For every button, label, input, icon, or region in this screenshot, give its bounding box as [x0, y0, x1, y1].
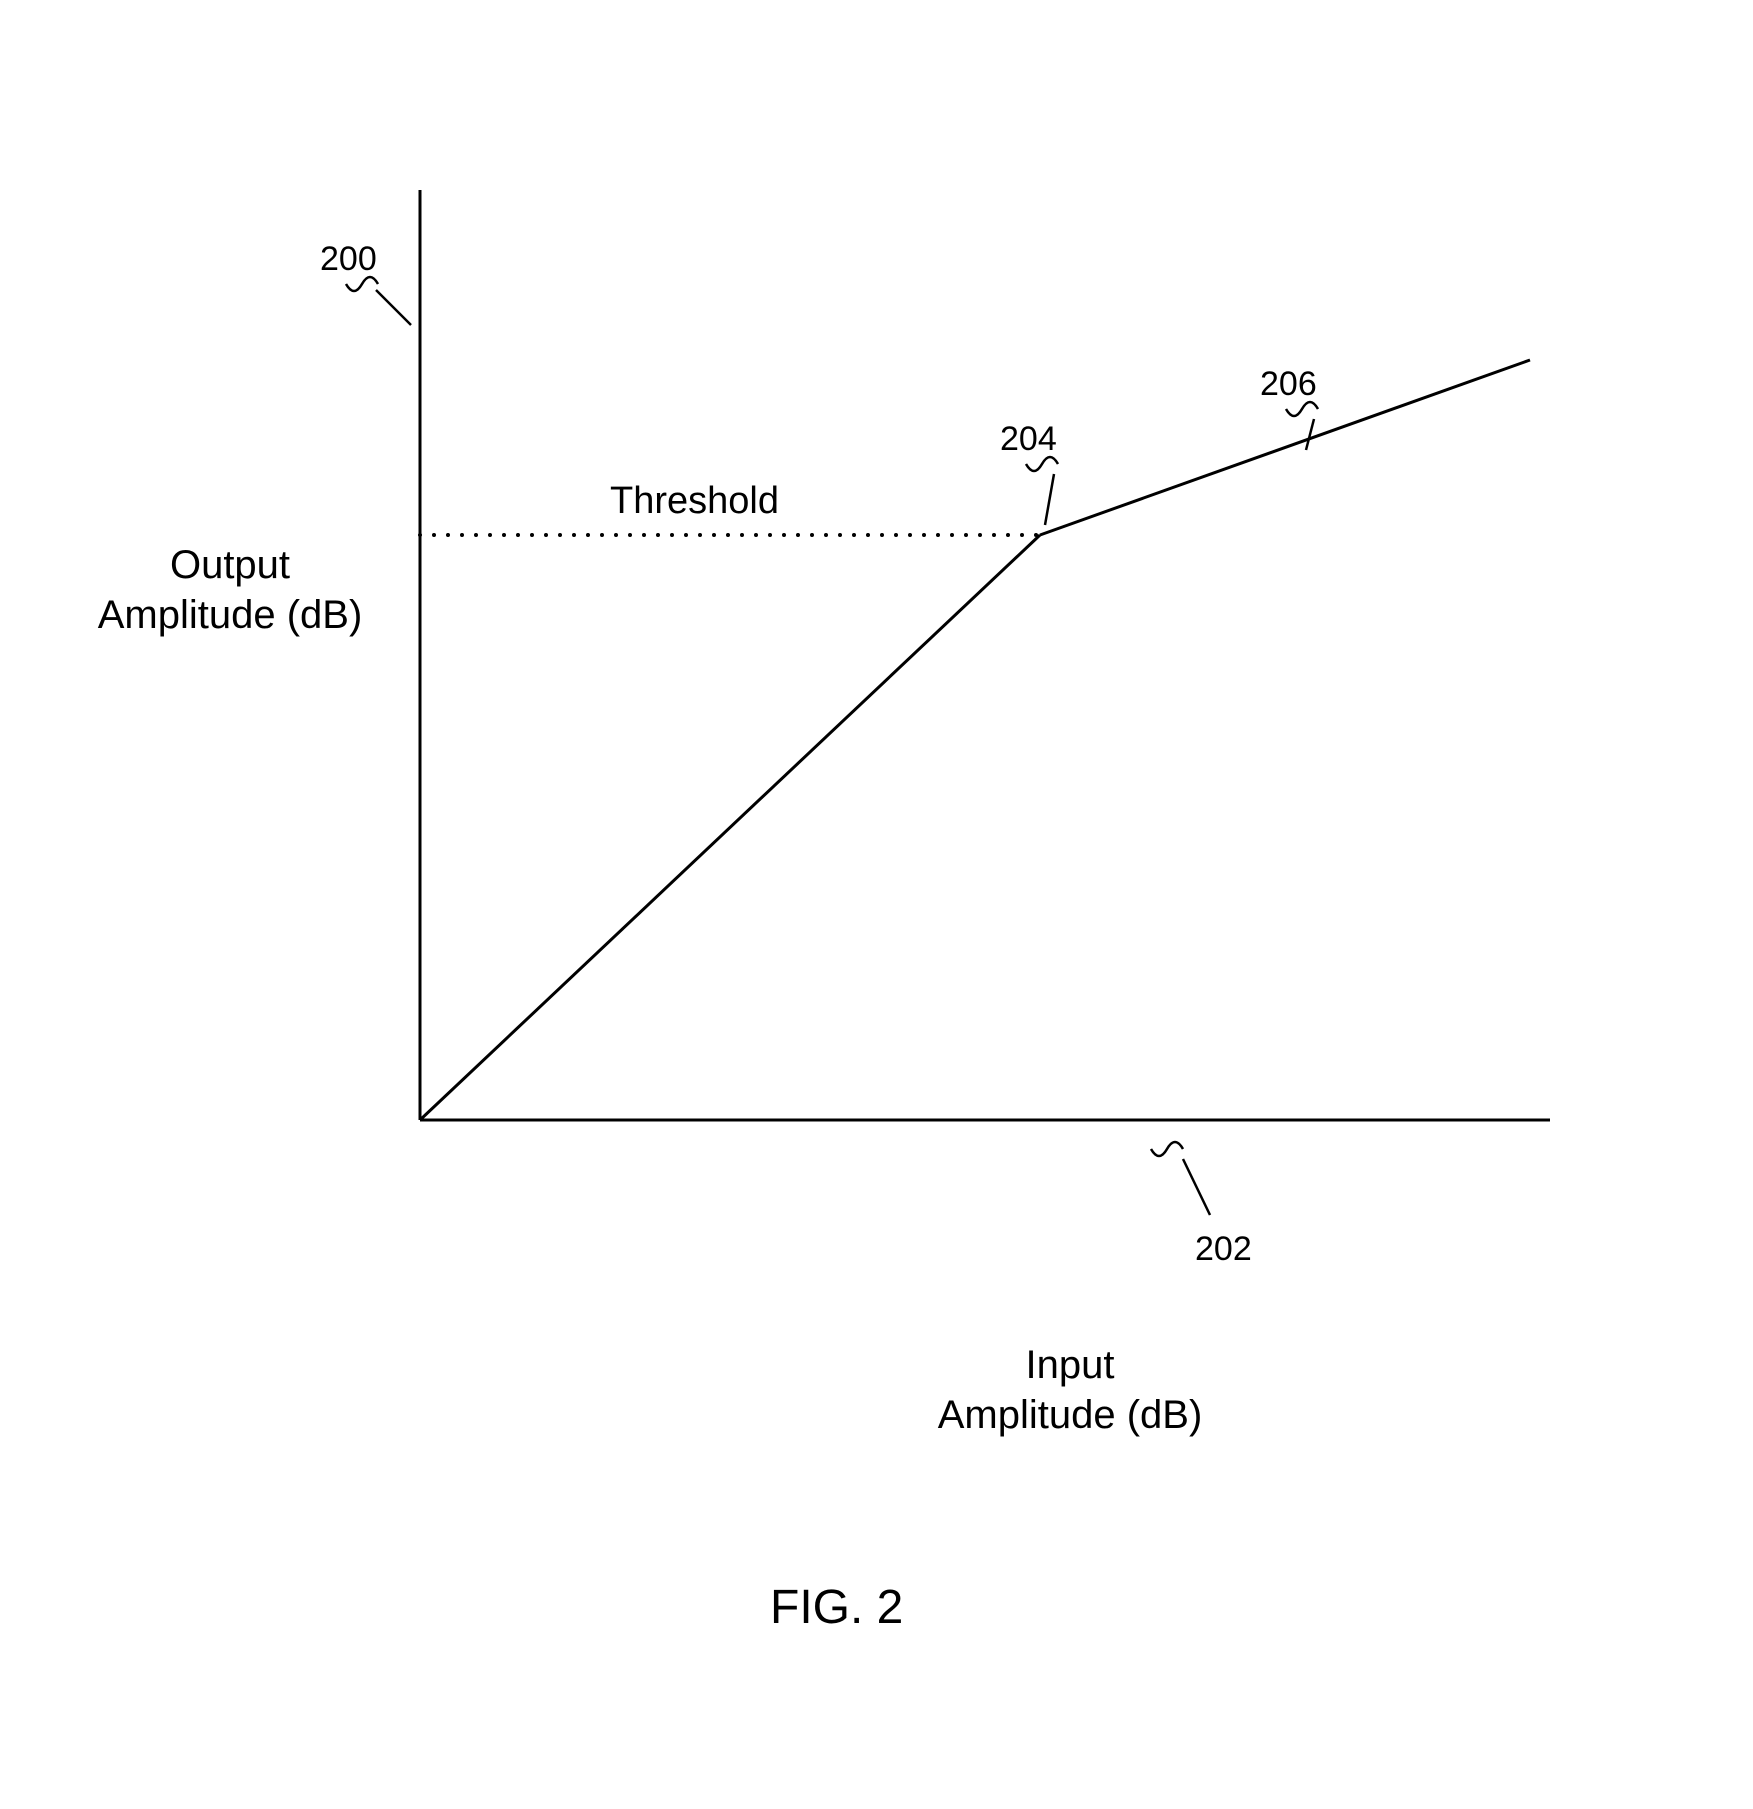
- chart-svg: [0, 0, 1753, 1809]
- figure-title: FIG. 2: [770, 1580, 903, 1635]
- y-axis-label-line2: Amplitude (dB): [98, 593, 363, 637]
- x-axis-label-line1: Input: [1026, 1343, 1115, 1387]
- x-axis-label: Input Amplitude (dB): [920, 1340, 1220, 1440]
- ref-200: 200: [320, 240, 377, 279]
- ref-206: 206: [1260, 365, 1317, 404]
- ref-204: 204: [1000, 420, 1057, 459]
- x-axis-label-line2: Amplitude (dB): [938, 1393, 1203, 1437]
- threshold-label: Threshold: [610, 480, 779, 523]
- y-axis-label: Output Amplitude (dB): [80, 540, 380, 640]
- ref-202: 202: [1195, 1230, 1252, 1269]
- y-axis-label-line1: Output: [170, 543, 290, 587]
- figure-container: Output Amplitude (dB) Input Amplitude (d…: [0, 0, 1753, 1809]
